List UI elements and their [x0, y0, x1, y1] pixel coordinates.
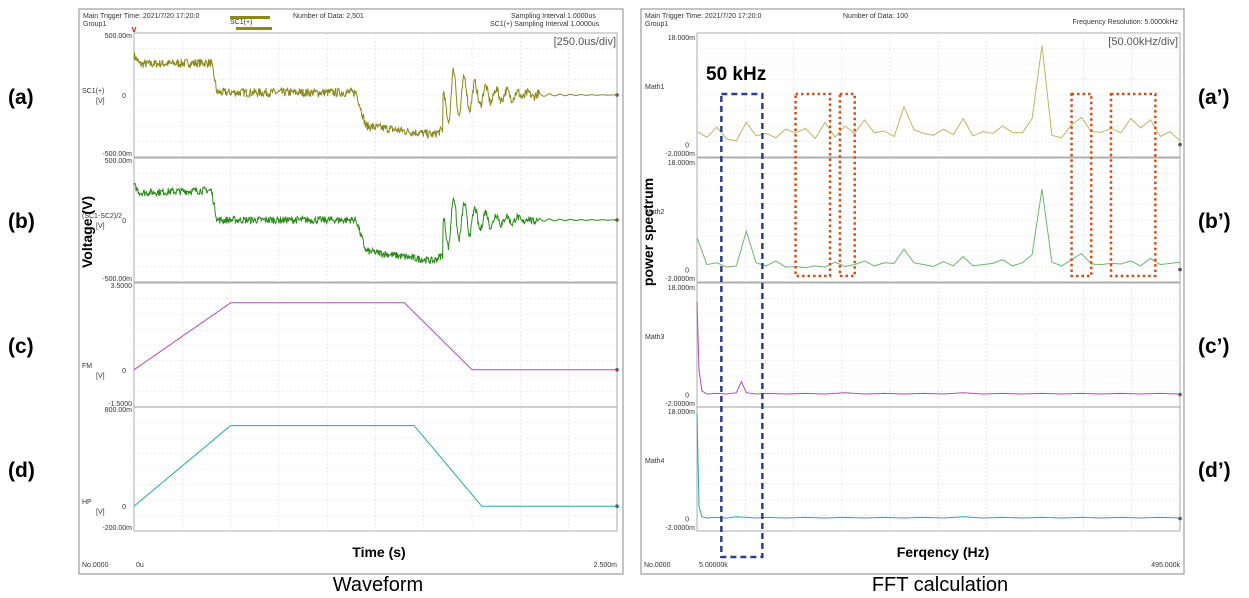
fft-x-tick-end: 495.000k [1151, 562, 1180, 569]
waveform-xlabel: Time (s) [352, 544, 405, 560]
fft-channel-label: Math3 [645, 334, 665, 341]
fft-y-tick-min: -2.0000m [665, 525, 695, 532]
fft-y-tick-min: -2.0000m [665, 401, 695, 408]
fft-row-label: (d’) [1198, 459, 1231, 482]
waveform-y-tick-max: 500.00m [105, 158, 132, 165]
waveform-channel-label: FM [82, 363, 92, 370]
fft-y-tick-zero: 0 [685, 268, 689, 275]
waveform-plots: 500.00m 0 -500.00m SC1(+) [V] 500.00m 0 -500.00… [82, 32, 619, 532]
waveform-row-label: (c) [8, 335, 34, 358]
fft-y-tick-max: 18.000m [668, 160, 695, 167]
fft-y-tick-max: 18.000m [668, 409, 695, 416]
waveform-y-tick-zero: 0 [122, 368, 126, 375]
waveform-div-label: [250.0us/div] [554, 36, 616, 48]
dotted-band-box [1070, 92, 1093, 278]
waveform-x-tick-start: 0u [136, 562, 144, 569]
waveform-y-tick-min: -200.00m [102, 525, 132, 532]
waveform-group: Group1 [83, 21, 106, 28]
trigger-marker [131, 26, 137, 33]
fft-x-tick-start: 5.00000k [699, 562, 728, 569]
fft-zero-marker [1178, 142, 1182, 147]
dotted-band-box [838, 92, 856, 278]
waveform-row-label: (b) [8, 210, 35, 233]
fft-y-tick-max: 18.000m [668, 285, 695, 292]
fft-div-label: [50.00kHz/div] [1108, 36, 1178, 48]
waveform-unit-label: [V] [96, 509, 105, 516]
fft-trigger: Main Trigger Time: 2021/7/20 17:20:0 [645, 13, 761, 20]
waveform-y-tick-max: 3.5000 [111, 283, 133, 290]
row-labels: (a) (b) (c) (d) (a’) (b’) (c’) (d’) [8, 86, 1231, 482]
waveform-count: Number of Data: 2,501 [293, 13, 364, 20]
waveform-row-label: (a) [8, 86, 34, 109]
fft-channel-label: Math1 [645, 84, 665, 91]
fft-y-tick-max: 18.000m [668, 35, 695, 42]
waveform-unit-label: [V] [96, 223, 105, 230]
waveform-y-tick-zero: 0 [122, 93, 126, 100]
waveform-sampling: Sampling Interval 1.0000us [511, 13, 596, 20]
fft-y-tick-zero: 0 [685, 517, 689, 524]
waveform-trigger: Main Trigger Time: 2021/7/20 17:20:0 [83, 13, 199, 20]
waveform-x-tick-end: 2.500m [594, 562, 618, 569]
highlight-box-50khz [720, 92, 764, 559]
fft-row-label: (b’) [1198, 210, 1231, 233]
fft-trace [696, 413, 1181, 519]
waveform-legend-swatch2 [236, 27, 272, 30]
fft-channel-label: Math4 [645, 458, 665, 465]
fft-corner-label: No.0000 [644, 562, 671, 569]
waveform-channel-label: HP [82, 499, 92, 506]
waveform-trace [133, 425, 617, 507]
fft-trace [696, 45, 1181, 142]
waveform-y-tick-min: -500.00m [102, 151, 132, 158]
fft-count: Number of Data: 100 [843, 13, 908, 20]
waveform-legend: SC1(+) [230, 19, 252, 26]
waveform-y-tick-zero: 0 [122, 218, 126, 225]
fft-group: Group1 [645, 21, 668, 28]
dotted-band-box [794, 92, 832, 278]
fft-trace [696, 188, 1181, 269]
waveform-y-tick-max: 800.00m [105, 407, 132, 414]
waveform-channel-label: SC1(+) [82, 88, 104, 95]
waveform-unit-label: [V] [96, 373, 105, 380]
left-ylabel: Voltage (V) [79, 196, 95, 268]
waveform-unit-label: [V] [96, 98, 105, 105]
fft-annotation: 50 kHz [706, 64, 766, 85]
fft-y-tick-zero: 0 [685, 393, 689, 400]
fft-overlay [720, 92, 1157, 559]
fft-xlabel: Ferqency (Hz) [897, 544, 990, 560]
waveform-caption: Waveform [333, 574, 423, 596]
fft-row-label: (a’) [1198, 86, 1230, 109]
waveform-trace [133, 302, 617, 371]
fft-caption: FFT calculation [872, 574, 1008, 596]
fft-y-tick-zero: 0 [685, 143, 689, 150]
waveform-panel: Main Trigger Time: 2021/7/20 17:20:0 Gro… [78, 8, 624, 575]
fft-resolution: Frequency Resolution: 5.0000kHz [1073, 19, 1179, 26]
waveform-legend-swatch [230, 16, 270, 19]
fft-zero-marker [1178, 392, 1182, 397]
fft-frame [640, 8, 1185, 575]
fft-channel-label: Math2 [645, 209, 665, 216]
waveform-y-tick-zero: 0 [122, 504, 126, 511]
fft-y-tick-min: -2.0000m [665, 276, 695, 283]
fft-plots: 18.000m0-2.0000mMath118.000m0-2.0000mMat… [645, 32, 1182, 532]
fft-zero-marker [1178, 267, 1182, 272]
waveform-trace [133, 182, 618, 265]
waveform-y-tick-max: 500.00m [105, 33, 132, 40]
fft-panel: Main Trigger Time: 2021/7/20 17:20:0 Gro… [640, 8, 1185, 575]
fft-trace [696, 301, 1181, 395]
waveform-trace [133, 52, 618, 140]
fft-y-tick-min: -2.0000m [665, 151, 695, 158]
waveform-channel-label: (SC1-SC2)/2 [82, 213, 122, 220]
fft-ylabel: power spectrum [640, 178, 656, 286]
fft-row-label: (c’) [1198, 335, 1230, 358]
waveform-frame [78, 8, 624, 575]
waveform-y-tick-min: -1.5000 [108, 401, 132, 408]
waveform-row-label: (d) [8, 459, 35, 482]
waveform-y-tick-min: -500.00m [102, 276, 132, 283]
waveform-sampling2: SC1(+) Sampling Interval 1.0000us [490, 21, 600, 28]
waveform-corner-label: No.0000 [82, 562, 109, 569]
dotted-band-box [1109, 92, 1157, 278]
fft-zero-marker [1178, 516, 1182, 521]
